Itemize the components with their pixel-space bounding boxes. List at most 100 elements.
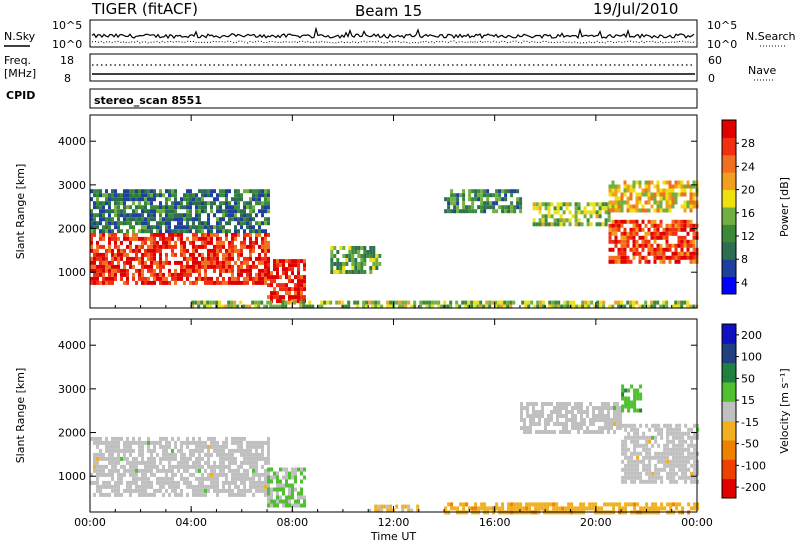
velocity-cell bbox=[225, 464, 228, 469]
power-cell bbox=[360, 270, 364, 274]
velocity-cell bbox=[294, 503, 297, 508]
velocity-cell bbox=[580, 410, 583, 414]
velocity-cell bbox=[120, 472, 123, 477]
power-cell bbox=[153, 205, 156, 210]
power-cell bbox=[117, 221, 120, 226]
power-cell bbox=[159, 260, 162, 265]
velocity-cell bbox=[642, 443, 646, 448]
power-cell bbox=[141, 225, 144, 230]
velocity-cell bbox=[96, 488, 99, 493]
power-cell bbox=[680, 255, 684, 260]
power-cell bbox=[303, 263, 306, 268]
power-colorbar-swatch bbox=[722, 137, 736, 156]
velocity-cell bbox=[198, 484, 201, 489]
power-cell bbox=[650, 235, 654, 240]
power-cell bbox=[632, 223, 636, 228]
velocity-cell bbox=[666, 502, 670, 507]
velocity-cell bbox=[627, 455, 631, 460]
velocity-cell bbox=[120, 436, 123, 441]
power-cell bbox=[486, 193, 490, 198]
power-region-7 bbox=[608, 180, 699, 213]
power-cell bbox=[162, 209, 165, 214]
velocity-ytick-label: 1000 bbox=[58, 470, 86, 483]
power-cell bbox=[204, 240, 207, 245]
velocity-cell bbox=[138, 460, 141, 465]
power-cell bbox=[431, 304, 435, 309]
power-cell bbox=[171, 232, 174, 237]
velocity-cell bbox=[165, 436, 168, 441]
velocity-cell bbox=[228, 452, 231, 457]
power-cell bbox=[297, 263, 300, 268]
power-cell bbox=[437, 300, 441, 305]
power-cell bbox=[153, 276, 156, 281]
power-cell bbox=[443, 304, 447, 309]
velocity-cell bbox=[520, 418, 523, 422]
power-cell bbox=[677, 255, 681, 260]
power-cell bbox=[300, 283, 303, 288]
power-cell bbox=[159, 280, 162, 285]
velocity-cell bbox=[300, 467, 303, 472]
power-cell bbox=[680, 204, 684, 209]
power-cell bbox=[267, 221, 270, 226]
power-cell bbox=[201, 225, 204, 230]
power-cell bbox=[219, 205, 222, 210]
velocity-cell bbox=[633, 479, 637, 484]
power-cell bbox=[261, 256, 264, 261]
power-cell bbox=[264, 260, 267, 265]
power-cell bbox=[93, 276, 96, 281]
velocity-cell bbox=[243, 448, 246, 453]
velocity-cell bbox=[270, 475, 273, 480]
velocity-cell bbox=[595, 430, 598, 434]
power-cell bbox=[291, 267, 294, 272]
power-cell bbox=[344, 304, 348, 309]
velocity-cell bbox=[657, 471, 661, 476]
power-cell bbox=[168, 197, 171, 202]
velocity-cell bbox=[675, 471, 679, 476]
power-cell bbox=[335, 300, 339, 305]
velocity-cell bbox=[630, 455, 634, 460]
velocity-cell bbox=[523, 422, 526, 426]
power-cell bbox=[192, 221, 195, 226]
velocity-cell bbox=[189, 456, 192, 461]
power-cell bbox=[147, 193, 150, 198]
power-cell bbox=[504, 197, 508, 202]
power-cell bbox=[629, 204, 633, 209]
velocity-cell bbox=[636, 463, 640, 468]
power-cell bbox=[638, 243, 642, 248]
power-cell bbox=[644, 180, 648, 185]
power-cell bbox=[249, 213, 252, 218]
power-colorbar-frame bbox=[721, 119, 737, 295]
power-cell bbox=[129, 205, 132, 210]
power-cell bbox=[168, 280, 171, 285]
power-cell bbox=[126, 260, 129, 265]
velocity-cell bbox=[624, 443, 628, 448]
power-cell bbox=[456, 193, 460, 198]
power-cell bbox=[207, 193, 210, 198]
velocity-cell bbox=[246, 468, 249, 473]
velocity-cell bbox=[604, 402, 607, 406]
power-cell bbox=[120, 221, 123, 226]
velocity-cell bbox=[180, 452, 183, 457]
power-cell bbox=[617, 247, 621, 252]
power-cell bbox=[587, 304, 591, 309]
power-cell bbox=[668, 231, 672, 236]
power-cell bbox=[614, 204, 618, 209]
power-cell bbox=[680, 300, 684, 305]
velocity-cell bbox=[195, 448, 198, 453]
velocity-cell bbox=[129, 440, 132, 445]
power-cell bbox=[114, 268, 117, 273]
power-cell bbox=[192, 193, 195, 198]
power-cell bbox=[302, 300, 306, 305]
power-cell bbox=[483, 205, 487, 210]
power-cell bbox=[210, 232, 213, 237]
velocity-cell bbox=[240, 452, 243, 457]
power-cell bbox=[338, 300, 342, 305]
power-cell bbox=[614, 259, 618, 264]
velocity-cell bbox=[630, 479, 634, 484]
velocity-colorbar-label: -200 bbox=[741, 481, 766, 494]
power-cell bbox=[541, 218, 545, 223]
power-cell bbox=[267, 256, 270, 261]
power-cell bbox=[99, 201, 102, 206]
power-cell bbox=[556, 202, 560, 207]
power-cell bbox=[686, 231, 690, 236]
